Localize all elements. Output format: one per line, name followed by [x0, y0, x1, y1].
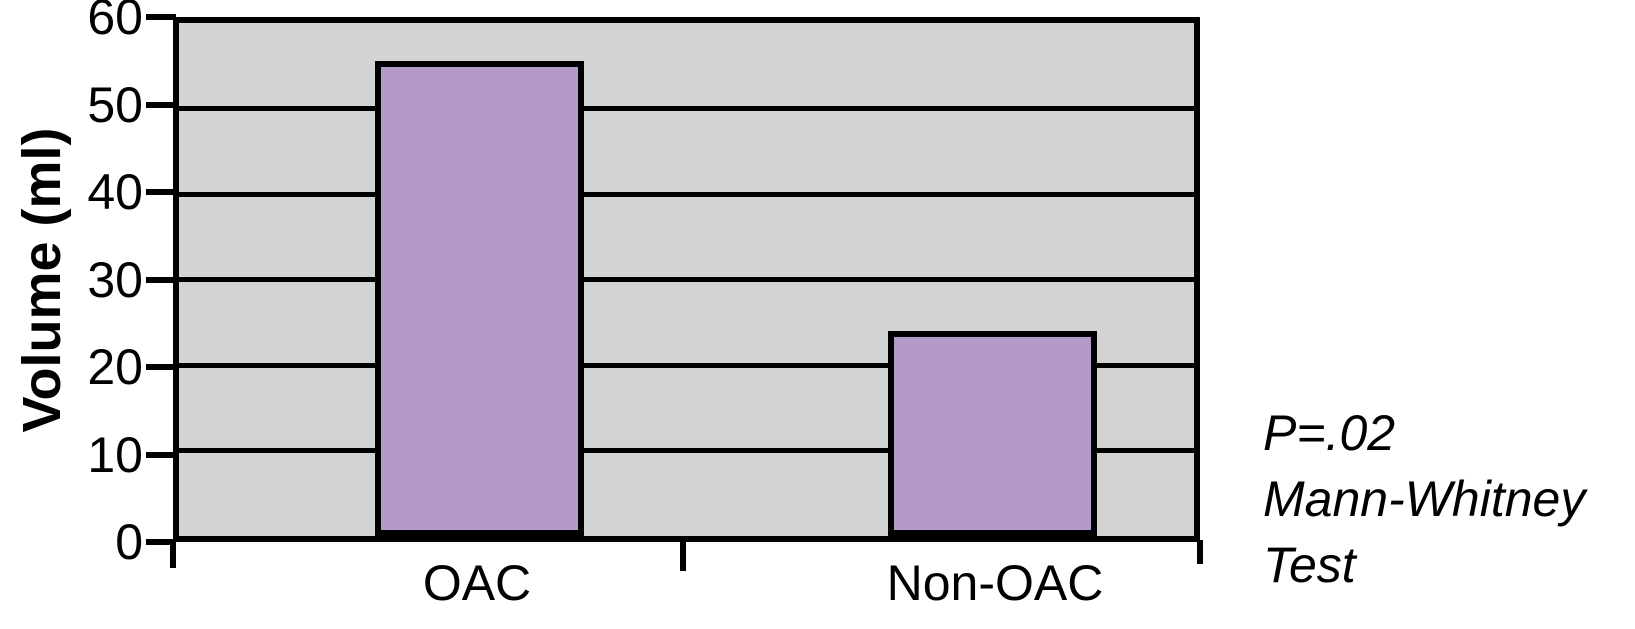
y-tick-label-0: 0 — [115, 514, 143, 570]
x-category-label-non-oac: Non-OAC — [886, 555, 1104, 611]
y-tick-label-40: 40 — [87, 164, 143, 220]
y-tick-mark-50 — [146, 101, 176, 108]
gridline-10 — [179, 448, 1194, 453]
bar-oac — [374, 61, 584, 536]
y-tick-mark-0 — [146, 539, 176, 545]
gridline-30 — [179, 277, 1194, 282]
bar-non-oac — [887, 330, 1097, 536]
y-tick-label-50: 50 — [87, 76, 143, 133]
x-tick-mark-2 — [1197, 540, 1203, 564]
annotation: P=.02 Mann-Whitney Test — [1263, 400, 1633, 598]
gridline-50 — [179, 106, 1194, 111]
annotation-line: Test — [1263, 537, 1356, 593]
annotation-line: Mann-Whitney — [1263, 471, 1586, 527]
y-tick-label-30: 30 — [87, 251, 143, 308]
gridline-20 — [179, 362, 1194, 368]
y-tick-mark-20 — [146, 364, 176, 370]
y-tick-label-20: 20 — [87, 339, 143, 395]
y-tick-label-10: 10 — [87, 426, 143, 483]
plot-area — [173, 17, 1200, 542]
gridline-40 — [179, 191, 1194, 197]
y-tick-mark-60 — [146, 14, 176, 20]
y-tick-mark-30 — [146, 276, 176, 283]
y-tick-mark-10 — [146, 451, 176, 458]
y-tick-label-60: 60 — [87, 0, 143, 45]
x-category-label-oac: OAC — [422, 555, 532, 611]
x-tick-mark-1 — [680, 540, 686, 571]
y-tick-mark-40 — [146, 189, 176, 195]
annotation-line: P=.02 — [1263, 405, 1396, 461]
x-tick-mark-0 — [170, 540, 176, 568]
